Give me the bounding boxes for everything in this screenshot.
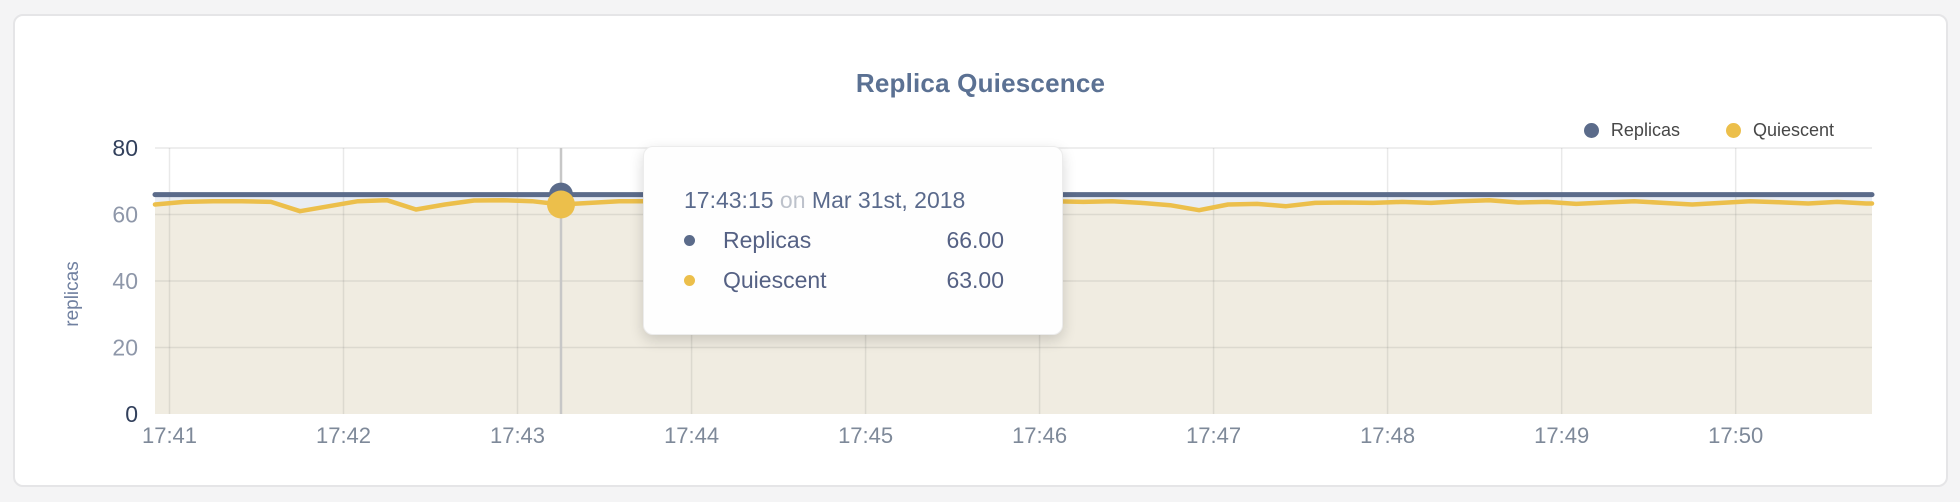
tooltip-row-quiescent: Quiescent 63.00 xyxy=(684,267,1004,294)
tooltip-date: Mar 31st, 2018 xyxy=(811,187,966,213)
y-tick-label: 40 xyxy=(112,268,138,294)
tooltip-time: 17:43:15 xyxy=(684,187,774,213)
x-tick-label: 17:42 xyxy=(316,423,371,448)
hover-point-quiescent xyxy=(547,190,575,219)
x-tick-label: 17:41 xyxy=(142,423,197,448)
replicas-series-dot-icon xyxy=(684,235,695,246)
tooltip-quiescent-value: 63.00 xyxy=(946,267,1004,293)
replicas-series-dot-icon xyxy=(1583,123,1599,138)
legend-item-quiescent[interactable]: Quiescent xyxy=(1725,120,1834,141)
tooltip-on-word: on xyxy=(779,187,806,213)
legend-label-replicas: Replicas xyxy=(1610,120,1680,140)
y-tick-label: 80 xyxy=(112,135,138,161)
x-tick-label: 17:47 xyxy=(1186,423,1241,448)
tooltip-replicas-label: Replicas xyxy=(723,227,812,253)
x-tick-label: 17:44 xyxy=(664,423,719,448)
quiescent-series-dot-icon xyxy=(1725,123,1741,138)
legend-item-replicas[interactable]: Replicas xyxy=(1583,120,1680,141)
x-tick-label: 17:48 xyxy=(1360,423,1415,448)
y-tick-label: 60 xyxy=(112,202,138,228)
legend: Replicas Quiescent xyxy=(1583,120,1834,141)
tooltip-header: 17:43:15 on Mar 31st, 2018 xyxy=(684,187,1004,214)
x-tick-label: 17:43 xyxy=(490,423,545,448)
tooltip-replicas-value: 66.00 xyxy=(946,227,1004,253)
x-tick-label: 17:45 xyxy=(838,423,893,448)
y-tick-label: 0 xyxy=(125,401,138,427)
tooltip-row-replicas: Replicas 66.00 xyxy=(684,227,1004,254)
legend-label-quiescent: Quiescent xyxy=(1752,120,1834,140)
x-tick-label: 17:46 xyxy=(1012,423,1067,448)
chart-title: Replica Quiescence xyxy=(855,68,1106,98)
y-tick-label: 20 xyxy=(112,335,138,361)
tooltip-quiescent-label: Quiescent xyxy=(723,267,827,293)
x-tick-label: 17:49 xyxy=(1534,423,1589,448)
quiescent-series-dot-icon xyxy=(684,275,695,286)
hover-tooltip: 17:43:15 on Mar 31st, 2018 Replicas 66.0… xyxy=(643,146,1063,335)
x-tick-label: 17:50 xyxy=(1708,423,1763,448)
